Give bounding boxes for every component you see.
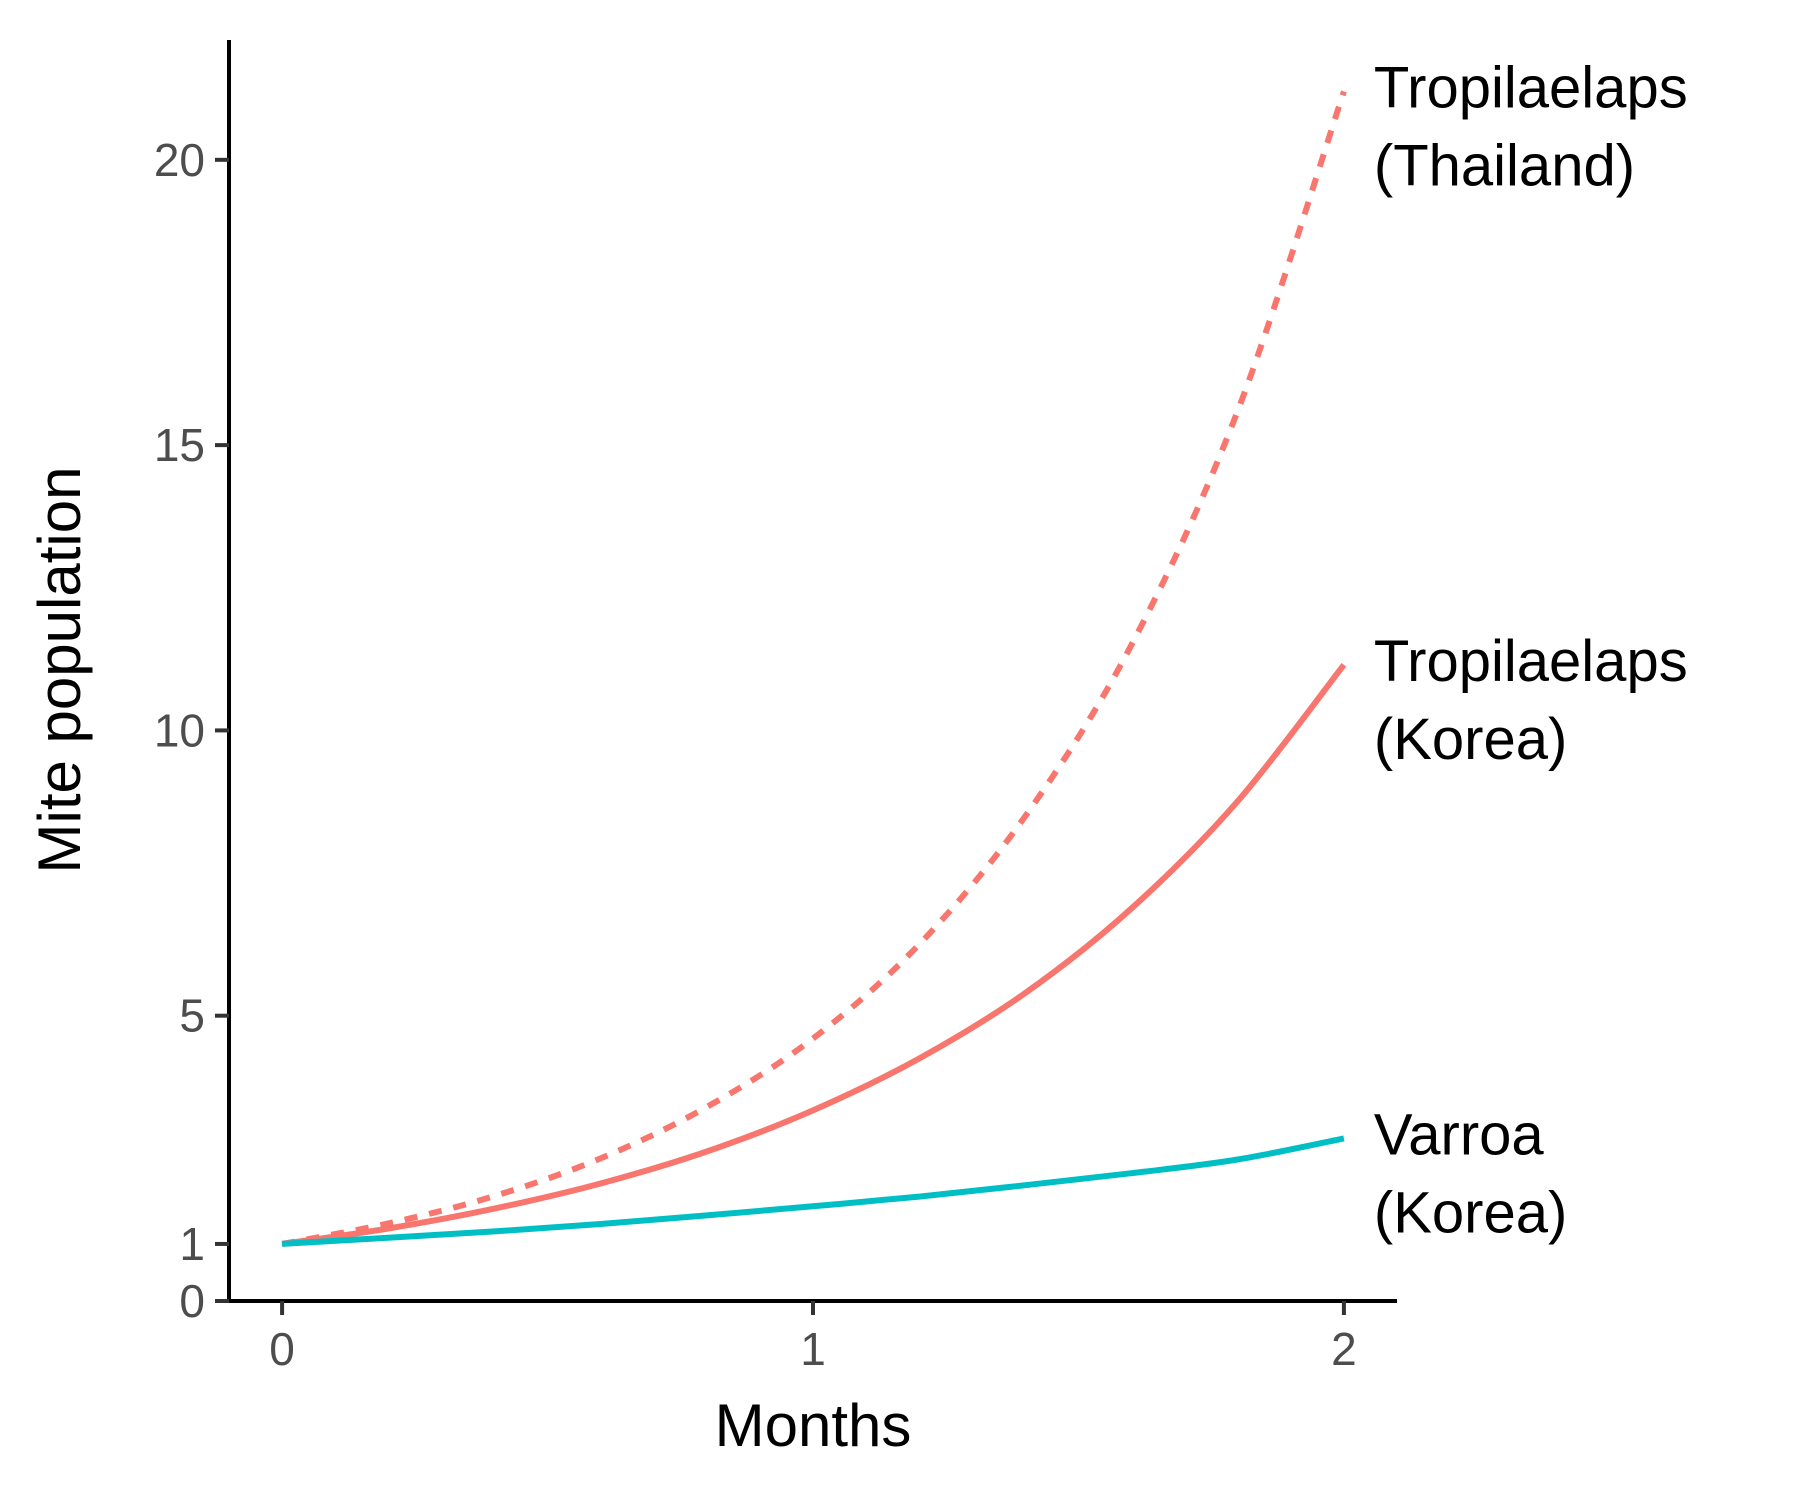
series-label-genus: Tropilaelaps: [1374, 629, 1688, 694]
x-axis-title: Months: [715, 1392, 912, 1459]
x-tick-label: 2: [1331, 1323, 1357, 1375]
y-tick-label: 0: [179, 1275, 205, 1327]
series-line-varroa-korea: [281, 1135, 1345, 1247]
series-label-genus: Tropilaelaps: [1374, 55, 1688, 120]
x-tick-label: 0: [269, 1323, 295, 1375]
series-label-genus: Varroa: [1374, 1102, 1545, 1167]
series-line-tropilaelaps-korea: [281, 662, 1347, 1247]
x-ticks: 0 1 2: [269, 1301, 1357, 1375]
series-line-tropilaelaps-thailand: [281, 90, 1347, 1247]
series-labels: Tropilaelaps (Thailand) Tropilaelaps (Korea…: [1374, 55, 1688, 1245]
y-tick-label: 20: [154, 134, 205, 186]
y-tick-label: 15: [154, 419, 205, 471]
y-axis-title: Mite population: [26, 467, 93, 874]
y-tick-label: 10: [154, 704, 205, 756]
y-tick-label: 1: [179, 1218, 205, 1270]
series-label-tropilaelaps-thailand: Tropilaelaps (Thailand): [1374, 55, 1688, 198]
series-label-region: (Korea): [1374, 707, 1567, 772]
series-lines: [281, 90, 1347, 1247]
y-tick-label: 5: [179, 990, 205, 1042]
series-label-varroa-korea: Varroa (Korea): [1374, 1102, 1567, 1245]
series-label-region: (Korea): [1374, 1180, 1567, 1245]
x-tick-label: 1: [800, 1323, 826, 1375]
plot-area: [281, 90, 1347, 1247]
series-label-region: (Thailand): [1374, 133, 1635, 198]
x-axis: 0 1 2: [229, 1299, 1397, 1375]
series-label-tropilaelaps-korea: Tropilaelaps (Korea): [1374, 629, 1688, 772]
